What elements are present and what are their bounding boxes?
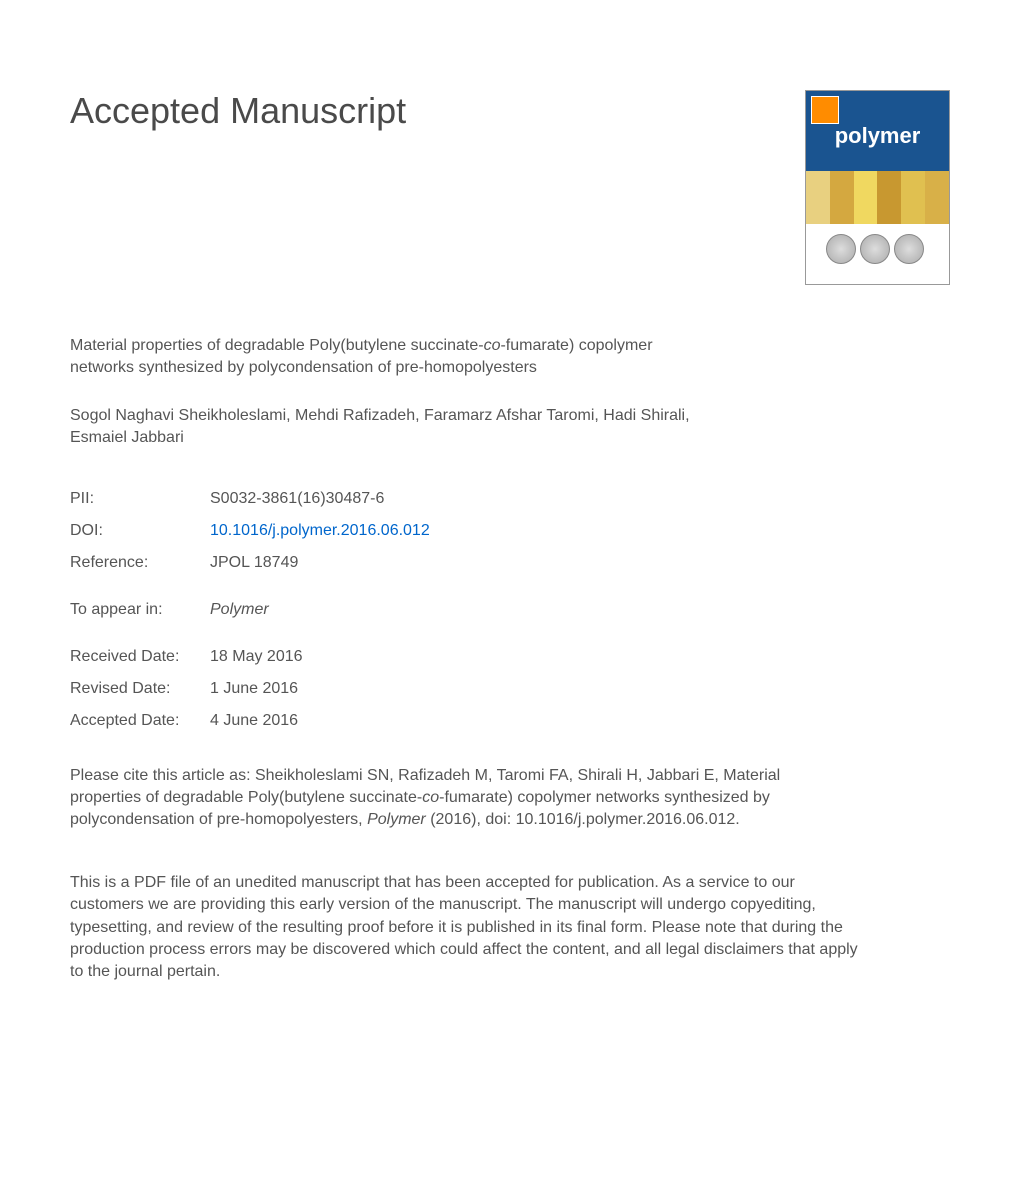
stripe-segment — [877, 171, 901, 226]
reference-row: Reference: JPOL 18749 — [70, 554, 950, 572]
accepted-row: Accepted Date: 4 June 2016 — [70, 712, 950, 730]
spacer — [70, 633, 950, 648]
article-title: Material properties of degradable Poly(b… — [70, 335, 720, 380]
citation-part: (2016), doi: 10.1016/j.polymer.2016.06.0… — [426, 811, 740, 828]
disclaimer-text: This is a PDF file of an unedited manusc… — [70, 872, 870, 984]
revised-value: 1 June 2016 — [210, 680, 298, 698]
figure-circle-icon — [826, 234, 856, 264]
appear-label: To appear in: — [70, 601, 210, 619]
stripe-segment — [830, 171, 854, 226]
figure-circle-icon — [894, 234, 924, 264]
title-text: Material properties of degradable Poly(b… — [70, 337, 484, 354]
stripe-segment — [925, 171, 949, 226]
citation-italic: co — [422, 789, 439, 806]
cover-decoration — [806, 171, 949, 226]
stripe-segment — [854, 171, 878, 226]
doi-link[interactable]: 10.1016/j.polymer.2016.06.012 — [210, 522, 430, 540]
revised-label: Revised Date: — [70, 680, 210, 698]
appear-row: To appear in: Polymer — [70, 601, 950, 619]
received-row: Received Date: 18 May 2016 — [70, 648, 950, 666]
appear-value: Polymer — [210, 601, 269, 619]
citation-text: Please cite this article as: Sheikholesl… — [70, 765, 850, 832]
doi-label: DOI: — [70, 522, 210, 540]
accepted-value: 4 June 2016 — [210, 712, 298, 730]
pii-value: S0032-3861(16)30487-6 — [210, 490, 384, 508]
journal-cover-title: polymer — [806, 123, 949, 149]
metadata-table: PII: S0032-3861(16)30487-6 DOI: 10.1016/… — [70, 490, 950, 730]
publisher-logo-icon — [811, 96, 839, 124]
stripe-segment — [806, 171, 830, 226]
revised-row: Revised Date: 1 June 2016 — [70, 680, 950, 698]
reference-value: JPOL 18749 — [210, 554, 298, 572]
cover-figure — [826, 234, 931, 274]
pii-row: PII: S0032-3861(16)30487-6 — [70, 490, 950, 508]
journal-cover-image: polymer — [805, 90, 950, 285]
page-title: Accepted Manuscript — [70, 90, 406, 132]
header-row: Accepted Manuscript polymer — [70, 90, 950, 285]
figure-circle-icon — [860, 234, 890, 264]
doi-row: DOI: 10.1016/j.polymer.2016.06.012 — [70, 522, 950, 540]
received-value: 18 May 2016 — [210, 648, 303, 666]
citation-italic: Polymer — [367, 811, 426, 828]
reference-label: Reference: — [70, 554, 210, 572]
pii-label: PII: — [70, 490, 210, 508]
authors-list: Sogol Naghavi Sheikholeslami, Mehdi Rafi… — [70, 405, 720, 450]
received-label: Received Date: — [70, 648, 210, 666]
accepted-label: Accepted Date: — [70, 712, 210, 730]
title-italic: co — [484, 337, 501, 354]
spacer — [70, 586, 950, 601]
stripe-segment — [901, 171, 925, 226]
